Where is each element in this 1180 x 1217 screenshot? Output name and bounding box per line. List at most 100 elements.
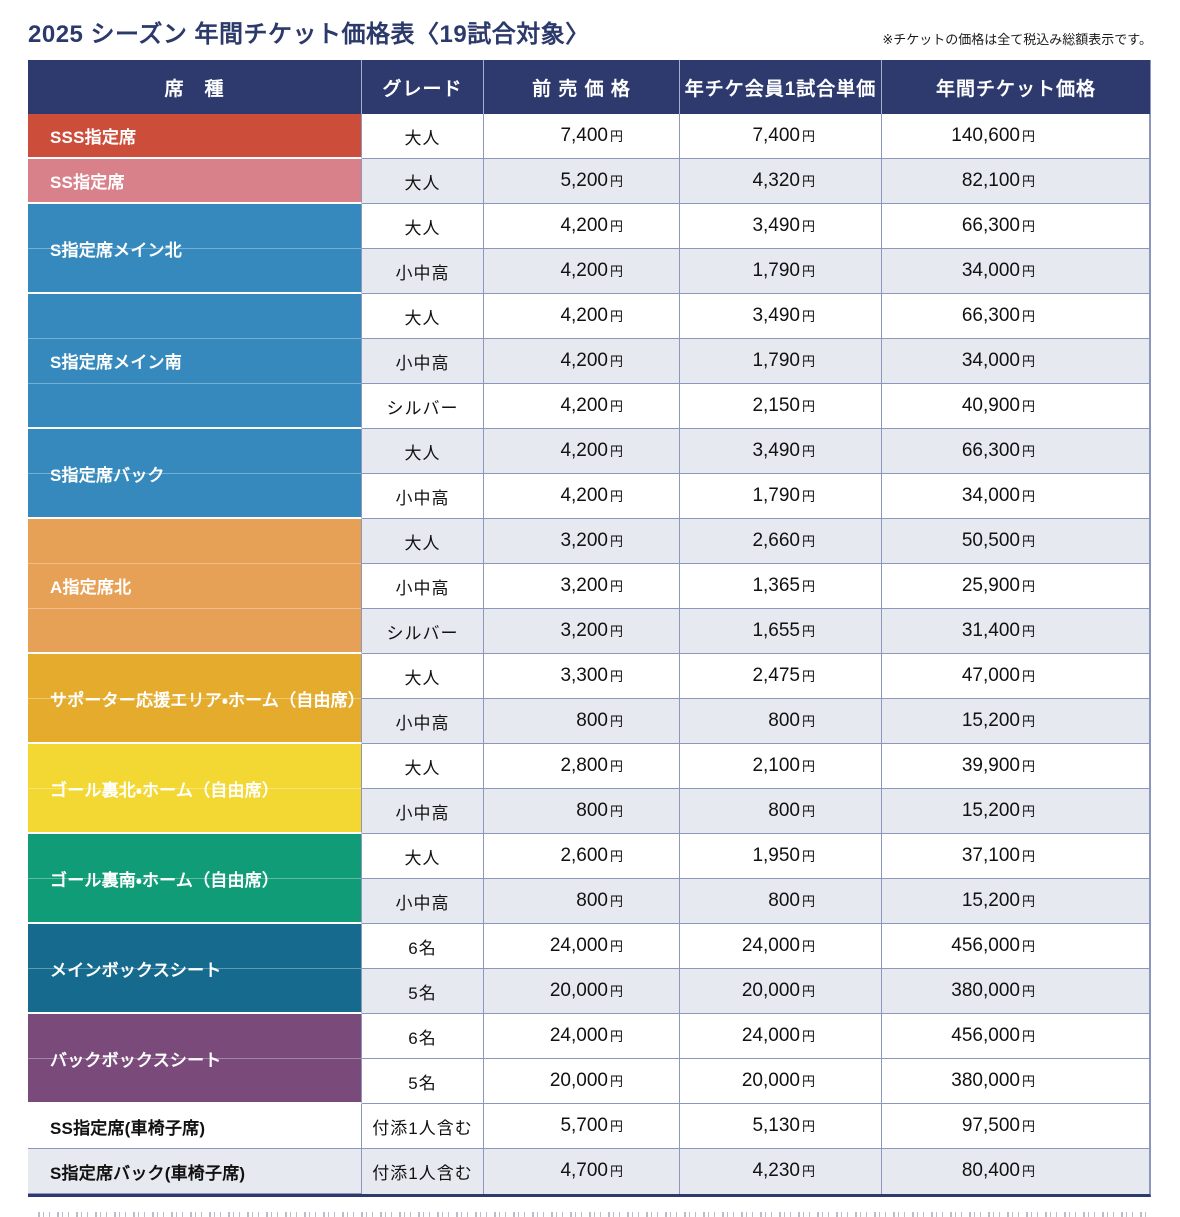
yen-suffix: 円 [1021, 309, 1035, 324]
member-unit-price-cell: 20,000 円 [680, 1059, 882, 1104]
price-value: 1,790 [752, 485, 800, 506]
yen-suffix: 円 [1021, 759, 1035, 774]
grade-cell: 大人 [362, 294, 484, 339]
grade-cell: 5名 [362, 969, 484, 1014]
annual-price-cell: 39,900 円 [882, 744, 1150, 789]
yen-suffix: 円 [609, 489, 623, 504]
price-value: 5,200 [560, 170, 608, 191]
yen-suffix: 円 [1021, 399, 1035, 414]
price-value: 800 [576, 800, 608, 821]
price-value: 4,700 [560, 1160, 608, 1181]
price-value: 1,655 [752, 620, 800, 641]
price-value: 4,200 [560, 485, 608, 506]
annual-price-cell: 66,300 円 [882, 294, 1150, 339]
advance-price-cell: 4,700 円 [484, 1149, 680, 1194]
price-value: 20,000 [549, 1070, 608, 1091]
price-value: 66,300 [961, 440, 1020, 461]
column-header-annual-price: 年間チケット価格 [882, 60, 1150, 114]
advance-price-cell: 2,800 円 [484, 744, 680, 789]
annual-price-cell: 66,300 円 [882, 204, 1150, 249]
annual-price-cell: 140,600 円 [882, 114, 1150, 159]
grade-cell: シルバー [362, 384, 484, 429]
yen-suffix: 円 [609, 264, 623, 279]
price-value: 1,950 [752, 845, 800, 866]
price-value: 3,490 [752, 440, 800, 461]
seat-cell: SSS指定席 [28, 114, 362, 159]
yen-suffix: 円 [609, 354, 623, 369]
member-unit-price-cell: 20,000 円 [680, 969, 882, 1014]
advance-price-cell: 2,600 円 [484, 834, 680, 879]
ticket-price-table: 席 種グレード前 売 価 格年チケ会員1試合単価 年間チケット価格 SSS指定席 大人… [28, 60, 1151, 1197]
price-value: 800 [768, 800, 800, 821]
price-value: 20,000 [549, 980, 608, 1001]
price-value: 380,000 [951, 980, 1020, 1001]
price-value: 2,660 [752, 530, 800, 551]
yen-suffix: 円 [801, 669, 815, 684]
page-title: 2025 シーズン 年間チケット価格表〈19試合対象〉 [28, 21, 590, 48]
member-unit-price-cell: 1,950 円 [680, 834, 882, 879]
grade-cell: 6名 [362, 1014, 484, 1059]
yen-suffix: 円 [801, 1074, 815, 1089]
yen-suffix: 円 [1021, 984, 1035, 999]
price-value: 5,130 [752, 1115, 800, 1136]
annual-price-cell: 456,000 円 [882, 924, 1150, 969]
yen-suffix: 円 [609, 129, 623, 144]
yen-suffix: 円 [801, 309, 815, 324]
annual-price-cell: 66,300 円 [882, 429, 1150, 474]
grade-cell: 大人 [362, 654, 484, 699]
advance-price-cell: 3,200 円 [484, 564, 680, 609]
member-unit-price-cell: 5,130 円 [680, 1104, 882, 1149]
annual-price-cell: 50,500 円 [882, 519, 1150, 564]
yen-suffix: 円 [801, 1029, 815, 1044]
column-header-seat-type: 席 種 [28, 60, 362, 114]
grade-cell: 大人 [362, 204, 484, 249]
yen-suffix: 円 [1021, 849, 1035, 864]
advance-price-cell: 4,200 円 [484, 474, 680, 519]
member-unit-price-cell: 7,400 円 [680, 114, 882, 159]
annual-price-cell: 97,500 円 [882, 1104, 1150, 1149]
price-value: 4,200 [560, 395, 608, 416]
yen-suffix: 円 [1021, 1029, 1035, 1044]
yen-suffix: 円 [609, 669, 623, 684]
member-unit-price-cell: 4,320 円 [680, 159, 882, 204]
annual-price-cell: 40,900 円 [882, 384, 1150, 429]
member-unit-price-cell: 2,150 円 [680, 384, 882, 429]
member-unit-price-cell: 1,365 円 [680, 564, 882, 609]
annual-price-cell: 37,100 円 [882, 834, 1150, 879]
yen-suffix: 円 [1021, 129, 1035, 144]
yen-suffix: 円 [609, 804, 623, 819]
price-value: 40,900 [961, 395, 1020, 416]
price-value: 456,000 [951, 1025, 1020, 1046]
grade-cell: 小中高 [362, 564, 484, 609]
yen-suffix: 円 [609, 534, 623, 549]
member-unit-price-cell: 3,490 円 [680, 294, 882, 339]
yen-suffix: 円 [801, 804, 815, 819]
price-value: 800 [576, 710, 608, 731]
yen-suffix: 円 [801, 219, 815, 234]
grade-cell: 大人 [362, 429, 484, 474]
yen-suffix: 円 [801, 714, 815, 729]
yen-suffix: 円 [1021, 894, 1035, 909]
price-value: 15,200 [961, 800, 1020, 821]
grade-cell: 大人 [362, 744, 484, 789]
advance-price-cell: 7,400 円 [484, 114, 680, 159]
yen-suffix: 円 [609, 1029, 623, 1044]
price-value: 3,200 [560, 575, 608, 596]
grade-cell: 大人 [362, 834, 484, 879]
advance-price-cell: 4,200 円 [484, 339, 680, 384]
advance-price-cell: 24,000 円 [484, 924, 680, 969]
advance-price-cell: 4,200 円 [484, 384, 680, 429]
grade-cell: 大人 [362, 519, 484, 564]
price-value: 1,790 [752, 260, 800, 281]
member-unit-price-cell: 1,790 円 [680, 339, 882, 384]
yen-suffix: 円 [609, 309, 623, 324]
advance-price-cell: 20,000 円 [484, 1059, 680, 1104]
annual-price-cell: 456,000 円 [882, 1014, 1150, 1059]
grade-cell: シルバー [362, 609, 484, 654]
yen-suffix: 円 [801, 264, 815, 279]
price-value: 3,200 [560, 530, 608, 551]
advance-price-cell: 4,200 円 [484, 204, 680, 249]
price-value: 456,000 [951, 935, 1020, 956]
grade-cell: 小中高 [362, 879, 484, 924]
yen-suffix: 円 [801, 1164, 815, 1179]
